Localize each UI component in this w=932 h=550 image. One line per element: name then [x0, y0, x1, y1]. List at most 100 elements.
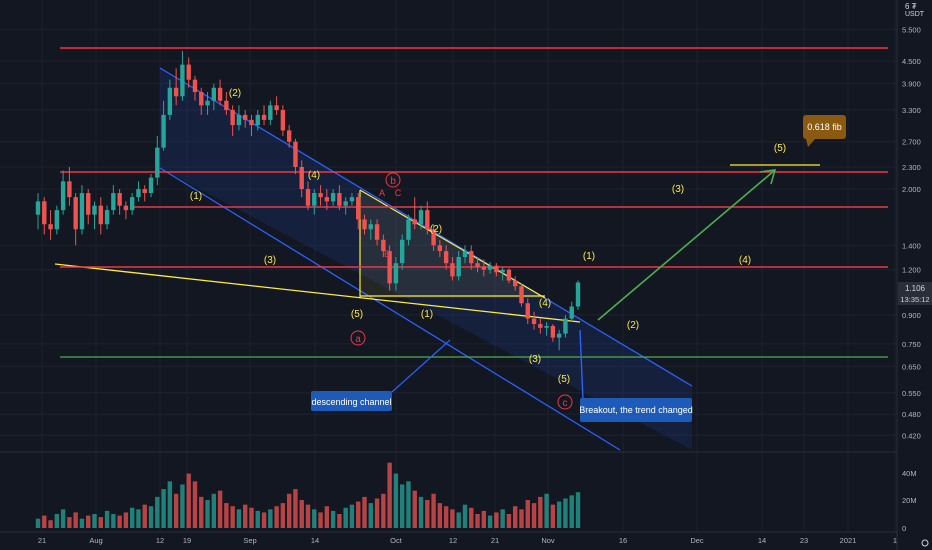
volume-bar	[286, 493, 292, 528]
volume-bar	[387, 462, 392, 528]
small-label: A	[379, 188, 385, 198]
wave-label: (3)	[264, 255, 276, 266]
volume-bar	[569, 495, 574, 528]
volume-bar	[217, 490, 223, 528]
candle-body	[412, 219, 417, 225]
volume-bar	[450, 509, 455, 528]
fib-callout[interactable]: 0.618 fib	[803, 115, 846, 147]
candle-body	[224, 100, 229, 111]
volume-bar	[243, 504, 248, 528]
volume-bar	[399, 484, 405, 528]
time-tick-label: 23	[800, 536, 808, 545]
yellow-trendline[interactable]	[54, 263, 581, 323]
candle-body	[274, 105, 279, 111]
candle-body	[312, 193, 317, 206]
volume-bar	[337, 514, 342, 528]
candle-body	[142, 189, 147, 194]
candle-body	[475, 263, 480, 268]
descending-channel-callout[interactable]: descending channel	[311, 391, 392, 411]
candle-body	[161, 114, 166, 148]
candle-body	[381, 239, 386, 252]
countdown-box	[898, 294, 932, 305]
candle-body	[293, 141, 298, 167]
volume-bar	[117, 515, 122, 528]
volume-bar	[73, 512, 78, 528]
time-tick-label: Dec	[690, 536, 704, 545]
candle-body	[374, 224, 380, 240]
candle-body	[243, 114, 248, 120]
volume-bar	[412, 490, 417, 528]
volume-bar	[249, 507, 254, 528]
candle-body	[387, 251, 392, 284]
time-tick-label: Sep	[243, 536, 256, 545]
price-tick-label: 2.300	[902, 163, 921, 172]
candle-body	[286, 130, 292, 142]
candle-body	[104, 210, 110, 225]
breakout-callout[interactable]: Breakout, the trend changed	[579, 398, 693, 422]
volume-bar	[487, 515, 493, 528]
volume-bar	[443, 506, 449, 528]
volume-bar	[167, 481, 173, 528]
wave-label: (1)	[583, 251, 595, 262]
volume-bar	[274, 506, 279, 528]
candle-body	[399, 239, 405, 264]
price-tick-label: 0.480	[902, 410, 921, 419]
countdown-text: 13:35:12	[900, 295, 929, 304]
wave-label: (1)	[190, 191, 202, 202]
time-tick-label: 14	[311, 536, 319, 545]
candle-body	[368, 224, 373, 230]
circle-label: c	[563, 398, 568, 409]
candle-body	[513, 280, 518, 287]
price-axis[interactable]: 5.500 4.500 3.900 3.300 2.700 2.300 2.000 1.400…	[902, 25, 921, 440]
volume-bar	[98, 517, 103, 528]
channel-fill	[160, 68, 692, 450]
price-tick-label: 3.900	[902, 80, 921, 89]
fib-callout-text: 0.618 fib	[807, 122, 842, 132]
candle-body	[538, 324, 543, 328]
candle-body	[343, 201, 348, 206]
small-label: B	[384, 249, 390, 259]
volume-bar	[54, 514, 60, 528]
volume-bar	[575, 492, 581, 528]
time-axis[interactable]: 21 Aug 12 19 Sep 14 Oct 12 21 Nov 16 Dec 14 23 2021 1	[38, 536, 897, 545]
volume-bar	[35, 518, 41, 528]
volume-bar	[186, 473, 191, 528]
candle-body	[575, 282, 581, 307]
candle-body	[337, 193, 342, 206]
wave-label: (2)	[229, 88, 241, 99]
volume-bar	[211, 493, 217, 528]
time-tick-label: 2021	[840, 536, 857, 545]
candle-body	[450, 263, 455, 277]
triangle-upper-line[interactable]	[359, 189, 546, 299]
price-tick-label: 4.500	[902, 57, 921, 66]
time-tick-label: 1	[893, 536, 897, 545]
candle-body	[180, 64, 185, 97]
volume-bar	[48, 520, 53, 528]
gear-icon[interactable]	[921, 539, 929, 547]
candle-body	[500, 269, 505, 273]
volume-axis: 40M 20M 0	[902, 469, 917, 533]
candle-body	[431, 229, 436, 246]
small-labels: A C B	[379, 188, 402, 259]
time-tick-label: 21	[491, 536, 499, 545]
volume-bar	[418, 496, 424, 528]
breakout-arrow-head	[759, 169, 777, 185]
candle-body	[73, 197, 78, 230]
circle-labels: b a c	[350, 172, 573, 410]
fib-callout-box	[803, 115, 846, 139]
volume-bar	[312, 509, 317, 528]
wave-label: (2)	[627, 320, 639, 331]
channel-callout-pointer	[391, 339, 451, 393]
candle-body	[456, 257, 461, 277]
price-tick-label: 0.750	[902, 340, 921, 349]
candle-body	[356, 197, 361, 220]
candle-body	[98, 205, 103, 225]
candle-body	[205, 100, 210, 106]
candle-body	[117, 193, 122, 206]
channel-lower-line[interactable]	[159, 167, 621, 451]
breakout-arrow-line[interactable]	[597, 169, 776, 321]
volume-bar	[318, 512, 323, 528]
volume-bar	[368, 503, 373, 528]
